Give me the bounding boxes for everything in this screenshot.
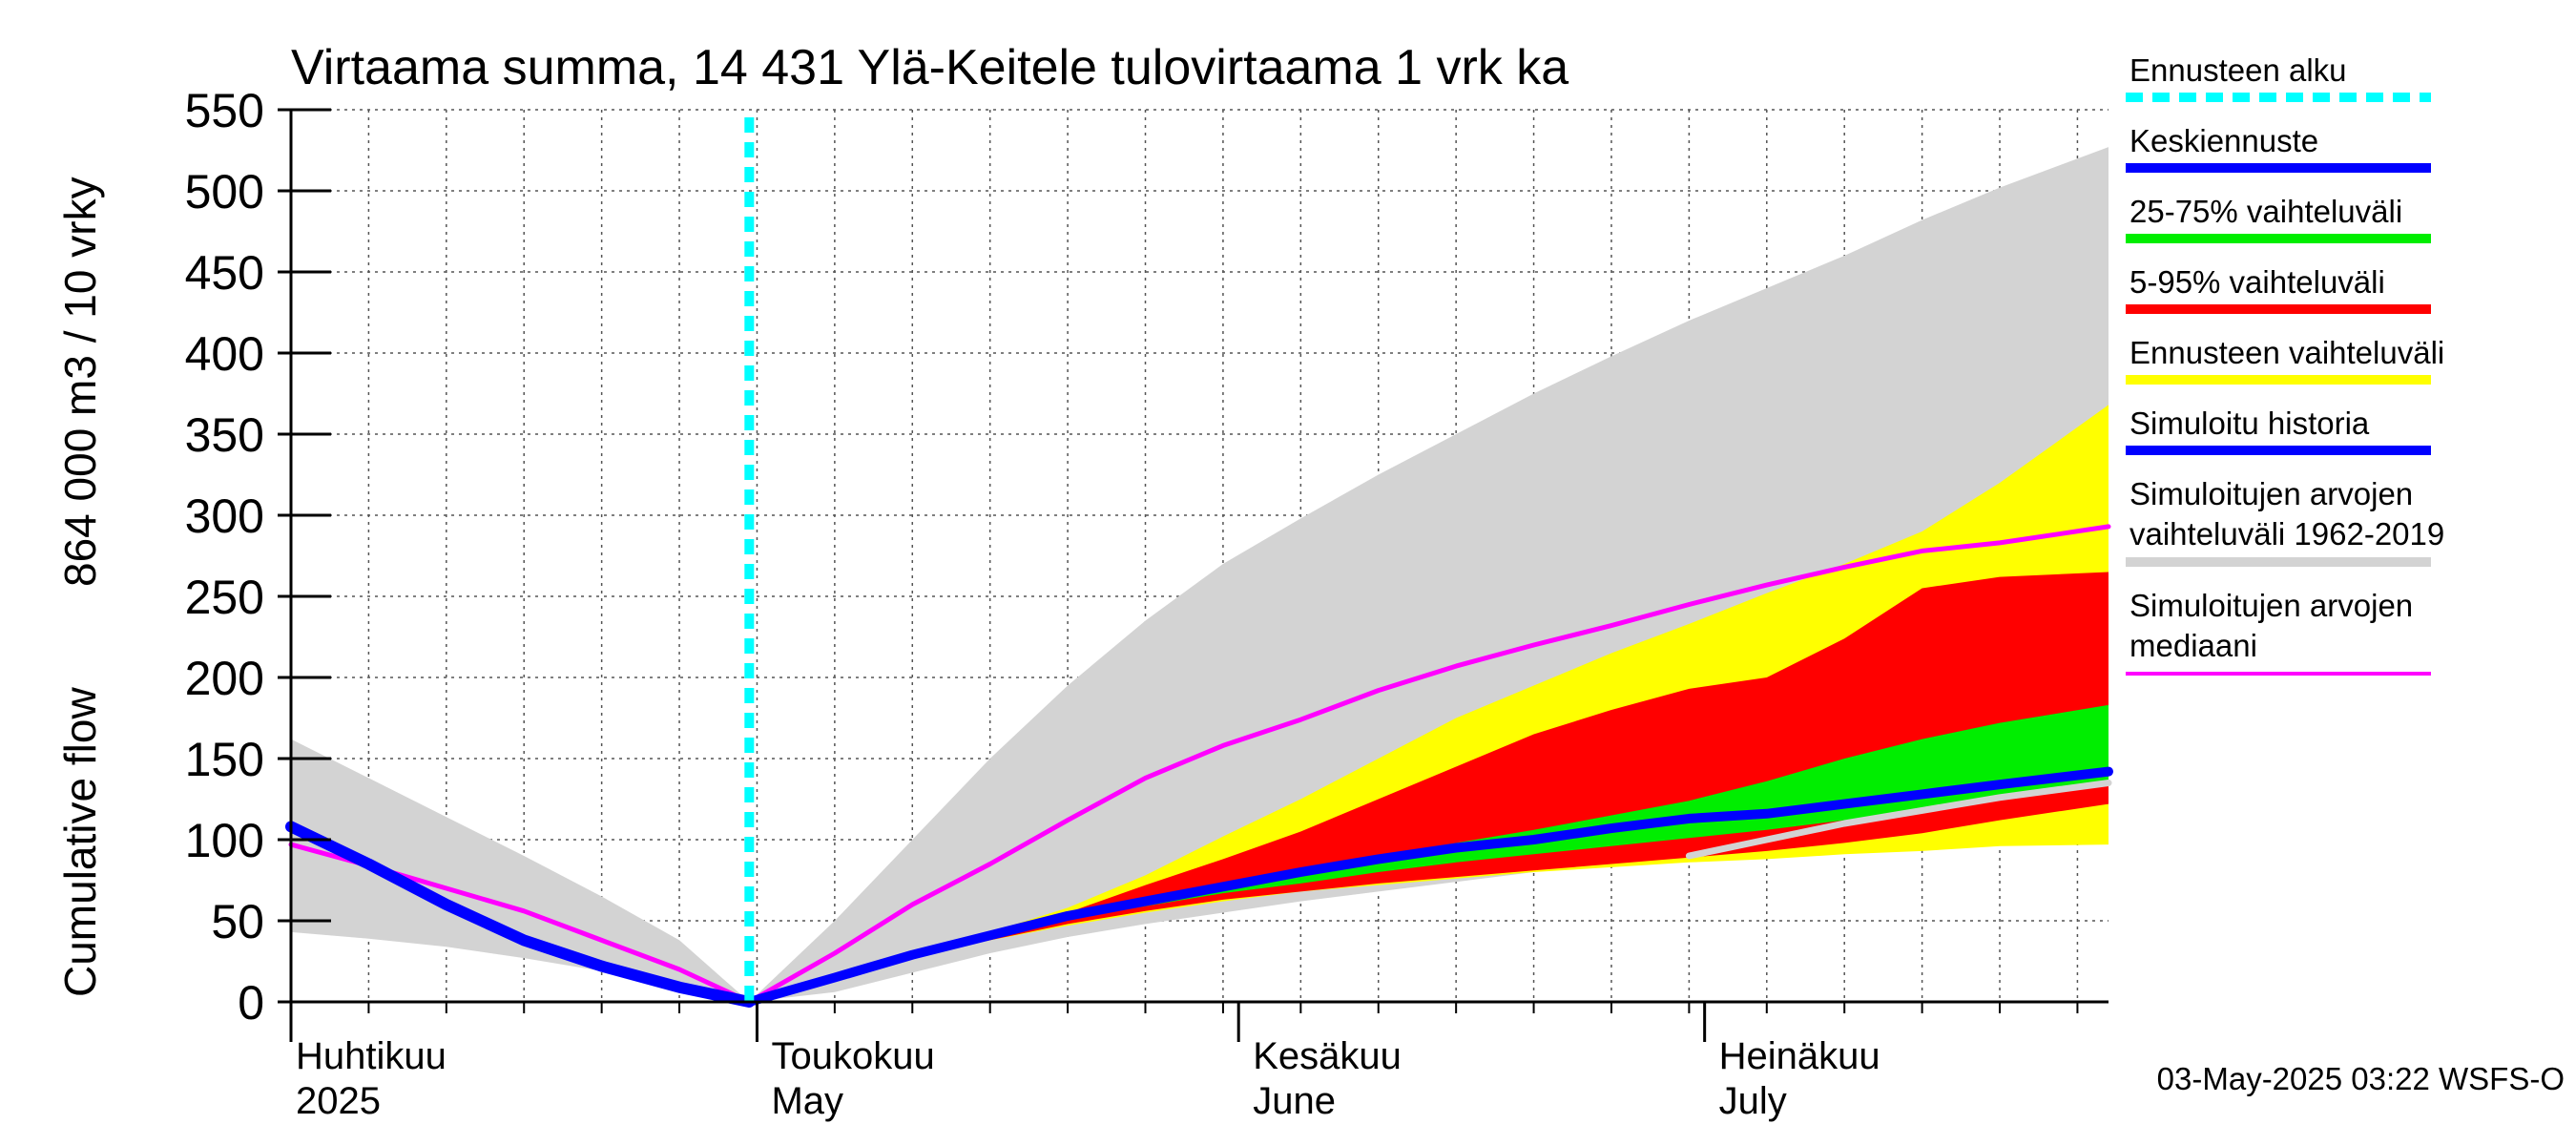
legend: Ennusteen alku Keskiennuste 25-75% vaihtel… xyxy=(2126,52,2444,676)
x-month-label: Heinäkuu xyxy=(1719,1035,1880,1077)
x-year-label: May xyxy=(771,1080,843,1122)
legend-label: 5-95% vaihteluväli xyxy=(2129,264,2385,300)
y-tick-label: 500 xyxy=(185,165,264,219)
legend-label: Simuloitu historia xyxy=(2129,406,2370,441)
band-5-95-vaihteluv-li xyxy=(749,572,2109,1002)
x-year-label: July xyxy=(1719,1080,1787,1122)
legend-label: Simuloitujen arvojen xyxy=(2129,476,2413,511)
y-axis-label-primary: Cumulative flow xyxy=(55,687,105,997)
legend-label: vaihteluväli 1962-2019 xyxy=(2129,516,2444,552)
y-tick-label: 400 xyxy=(185,327,264,381)
x-year-label: 2025 xyxy=(296,1080,381,1122)
band-ennusteen-vaihteluv-li xyxy=(749,405,2109,1002)
legend-label: 25-75% vaihteluväli xyxy=(2129,194,2402,229)
legend-label: Ennusteen vaihteluväli xyxy=(2129,335,2444,370)
y-tick-label: 0 xyxy=(238,976,264,1030)
line-observed xyxy=(1685,780,2112,860)
chart-title: Virtaama summa, 14 431 Ylä-Keitele tulov… xyxy=(291,40,1568,95)
legend-label: Ennusteen alku xyxy=(2129,52,2347,88)
x-month-label: Toukokuu xyxy=(771,1035,934,1077)
plot-area: 0 50 100 150 200 250 300 350 400 450 500 550 Huhtiku… xyxy=(185,84,2113,1122)
line-simuloitujen-arvojen-mediaani xyxy=(288,524,2111,1005)
line-keskiennuste xyxy=(744,766,2113,1007)
line-simuloitu-historia xyxy=(285,821,756,1008)
y-tick-label: 300 xyxy=(185,489,264,543)
x-year-label: June xyxy=(1253,1080,1336,1122)
y-tick-label: 350 xyxy=(185,408,264,462)
y-tick-label: 100 xyxy=(185,814,264,867)
x-month-label: Huhtikuu xyxy=(296,1035,447,1077)
legend-label: mediaani xyxy=(2129,628,2257,663)
legend-label: Simuloitujen arvojen xyxy=(2129,588,2413,623)
timestamp-footer: 03-May-2025 03:22 WSFS-O xyxy=(2157,1061,2565,1096)
legend-label: Keskiennuste xyxy=(2129,123,2318,158)
y-tick-label: 50 xyxy=(211,895,264,948)
y-tick-label: 250 xyxy=(185,571,264,624)
y-tick-label: 550 xyxy=(185,84,264,137)
y-tick-label: 450 xyxy=(185,246,264,300)
y-axis-label-secondary: 864 000 m3 / 10 vrky xyxy=(55,177,105,587)
y-tick-label: 200 xyxy=(185,652,264,705)
y-tick-label: 150 xyxy=(185,733,264,786)
x-month-label: Kesäkuu xyxy=(1253,1035,1402,1077)
